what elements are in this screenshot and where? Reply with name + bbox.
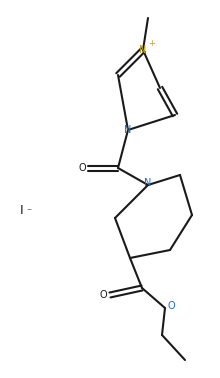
Text: N: N [139,45,147,55]
Text: N: N [124,125,132,135]
Text: I: I [20,203,24,217]
Text: ⁻: ⁻ [26,207,31,217]
Text: +: + [148,39,156,48]
Text: N: N [144,178,152,188]
Text: O: O [167,301,175,311]
Text: O: O [99,290,107,300]
Text: O: O [78,163,86,173]
